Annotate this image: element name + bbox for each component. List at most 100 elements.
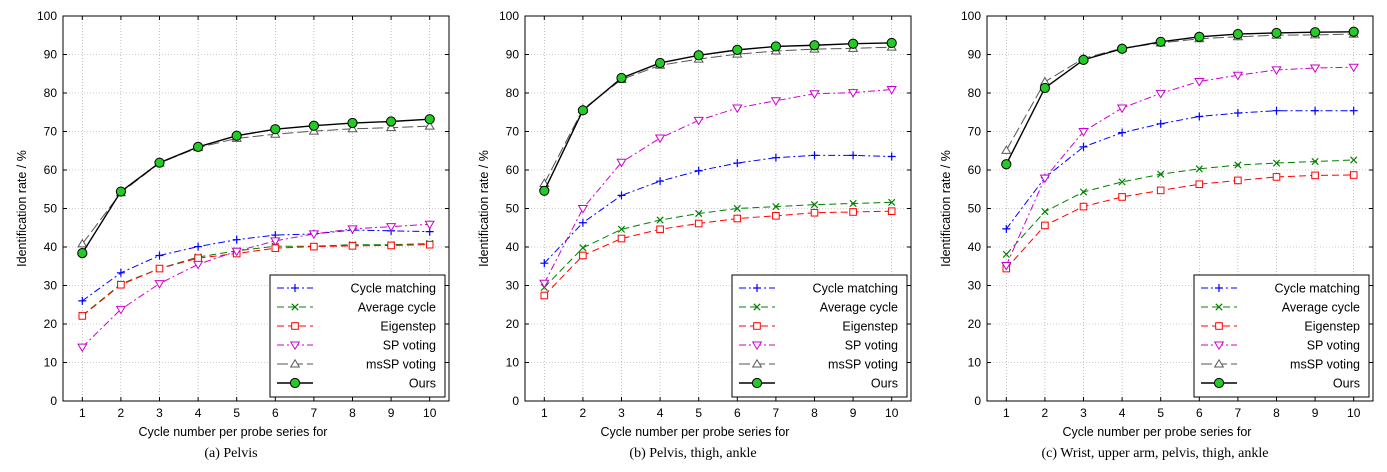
legend-label-eigenstep: Eigenstep	[1304, 320, 1360, 334]
point-mssp-voting	[385, 122, 397, 132]
legend-marker-sp-voting	[289, 341, 301, 351]
caption-pelvis-thigh-ankle: (b) Pelvis, thigh, ankle	[629, 446, 757, 461]
point-ours	[308, 120, 319, 131]
x-tick-label: 5	[233, 406, 240, 420]
x-tick-label: 3	[618, 406, 625, 420]
legend-label-sp-voting: SP voting	[845, 339, 898, 353]
point-sp-voting	[1116, 104, 1128, 114]
x-axis-label: Cycle number per probe series for	[601, 425, 790, 439]
legend-marker-cycle-matching	[753, 284, 761, 292]
point-sp-voting	[1232, 71, 1244, 81]
x-tick-label: 2	[118, 406, 125, 420]
point-ours	[1117, 43, 1128, 54]
y-tick-label: 0	[50, 394, 57, 408]
series-line-sp-voting	[1005, 66, 1354, 266]
series-sp-voting	[77, 220, 435, 353]
point-cycle-matching	[771, 153, 780, 162]
x-tick-label: 1	[79, 406, 86, 420]
chart-panel-pelvis-thigh-ankle: 0 10 20 30 40 50 60 70 80 90 100 1 2 3 4 5 6 7 8 9 10 Cycle n…	[462, 0, 924, 472]
legend-label-cycle-matching: Cycle matching	[351, 282, 436, 296]
legend-marker-ours	[751, 377, 763, 389]
point-ours	[1348, 26, 1359, 37]
point-ours	[539, 185, 550, 196]
legend-marker-cycle-matching	[291, 284, 299, 292]
point-sp-voting	[732, 104, 743, 114]
y-axis-label: Identification rate / %	[15, 150, 29, 267]
point-ours	[655, 57, 666, 69]
y-tick-label: 70	[506, 125, 520, 139]
point-average-cycle	[579, 244, 587, 252]
point-cycle-matching	[232, 235, 241, 244]
series-line-mssp-voting	[81, 125, 430, 245]
chart-pelvis: 0 10 20 30 40 50 60 70 80 90 100 1 2 3 4 5 6 7 8 9 10 Cycle n…	[15, 9, 450, 439]
point-cycle-matching	[1195, 112, 1204, 121]
x-tick-label: 7	[1235, 406, 1242, 420]
point-average-cycle	[772, 202, 780, 211]
point-cycle-matching	[1118, 128, 1127, 137]
legend-marker-mssp-voting	[751, 358, 763, 368]
y-tick-label: 10	[44, 356, 58, 370]
point-ours	[231, 130, 242, 141]
point-eigenstep	[348, 242, 357, 250]
point-cycle-matching	[733, 159, 742, 168]
series-line-eigenstep	[543, 210, 892, 296]
x-tick-label: 1	[1003, 406, 1010, 420]
x-tick-label: 4	[195, 406, 202, 420]
point-cycle-matching	[1156, 119, 1165, 128]
y-tick-label: 100	[37, 9, 57, 23]
point-sp-voting	[539, 279, 550, 289]
point-sp-voting	[693, 116, 704, 126]
point-mssp-voting	[347, 123, 358, 133]
chart-panel-pelvis: 0 10 20 30 40 50 60 70 80 90 100 1 2 3 4 5 6 7 8 9 10 Cycle n…	[0, 0, 462, 472]
point-average-cycle	[1272, 159, 1281, 167]
point-ours	[1194, 31, 1205, 42]
point-sp-voting	[886, 86, 897, 95]
y-tick-label: 30	[506, 279, 520, 293]
legend-label-cycle-matching: Cycle matching	[813, 282, 898, 296]
y-tick-label: 40	[44, 240, 58, 254]
x-axis-label: Cycle number per probe series for	[139, 425, 328, 439]
series-line-cycle-matching	[543, 154, 892, 264]
x-tick-label: 8	[1273, 406, 1280, 420]
x-tick-label: 8	[811, 406, 818, 420]
legend-label-cycle-matching: Cycle matching	[1275, 282, 1360, 296]
x-tick-label: 4	[657, 406, 664, 420]
y-tick-label: 50	[44, 202, 58, 216]
x-tick-label: 10	[423, 406, 437, 420]
x-tick-label: 8	[349, 406, 356, 420]
legend-marker-eigenstep	[291, 322, 299, 330]
legend-label-average-cycle: Average cycle	[358, 301, 436, 315]
y-tick-label: 20	[506, 317, 520, 331]
y-tick-label: 100	[961, 9, 981, 23]
point-sp-voting	[809, 90, 820, 99]
point-mssp-voting	[1001, 145, 1012, 154]
series-line-sp-voting	[81, 223, 430, 348]
legend-label-mssp-voting: msSP voting	[366, 358, 436, 372]
grid	[63, 16, 449, 401]
x-tick-label: 10	[885, 406, 899, 420]
point-ours	[693, 50, 704, 61]
x-tick-label: 6	[1196, 406, 1203, 420]
point-ours	[1078, 54, 1089, 65]
point-sp-voting	[847, 89, 859, 98]
x-tick-label: 4	[1119, 406, 1126, 420]
point-eigenstep	[617, 234, 626, 243]
legend-label-average-cycle: Average cycle	[820, 301, 898, 315]
point-cycle-matching	[540, 259, 549, 268]
x-tick-label: 6	[272, 406, 279, 420]
y-tick-label: 20	[44, 317, 58, 331]
point-cycle-matching	[1002, 224, 1011, 233]
point-cycle-matching	[1079, 142, 1088, 151]
axes: 0 10 20 30 40 50 60 70 80 90 100 1 2 3 4 5 6 7 8 9 10	[37, 9, 449, 420]
x-tick-label: 10	[1347, 406, 1361, 420]
legend-label-average-cycle: Average cycle	[1282, 301, 1360, 315]
legend-marker-eigenstep	[753, 322, 761, 330]
legend: Cycle matching Average cycle Eigenstep SP v…	[1193, 274, 1370, 398]
legend-label-eigenstep: Eigenstep	[842, 320, 898, 334]
point-eigenstep	[78, 312, 87, 320]
point-ours	[115, 186, 127, 197]
point-cycle-matching	[78, 296, 87, 305]
series-ours	[77, 114, 435, 259]
point-sp-voting	[770, 97, 782, 106]
